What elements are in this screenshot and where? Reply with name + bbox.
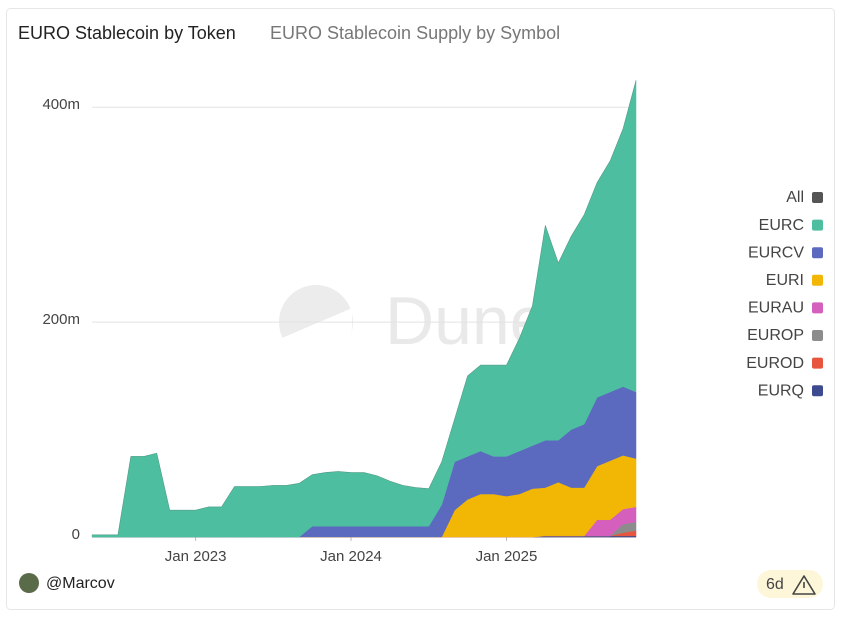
legend-swatch	[812, 247, 823, 259]
age: 6d	[766, 576, 784, 593]
x-tick-label: Jan 2023	[165, 548, 227, 565]
y-tick-label: 0	[72, 526, 80, 543]
legend-swatch	[812, 219, 823, 231]
avatar	[19, 573, 39, 593]
legend-label: EURI	[766, 272, 804, 289]
legend-label: EUROP	[747, 327, 804, 344]
legend-label: EURC	[759, 217, 804, 234]
legend-swatch	[812, 302, 823, 314]
chart-title: EURO Stablecoin by Token	[18, 23, 236, 43]
y-tick-label: 400m	[42, 96, 80, 113]
warning-icon	[792, 575, 816, 595]
y-tick-label: 200m	[42, 311, 80, 328]
chart-subtitle: EURO Stablecoin Supply by Symbol	[270, 23, 560, 43]
area	[91, 80, 637, 538]
legend-swatch	[812, 274, 823, 286]
legend-swatch	[812, 192, 823, 203]
legend-swatch	[812, 385, 823, 397]
author[interactable]: @Marcov	[46, 575, 115, 592]
x-tick-label: Jan 2025	[476, 548, 538, 565]
age-badge	[757, 570, 823, 598]
legend-swatch	[812, 357, 823, 369]
legend-label: EUROD	[746, 355, 804, 372]
legend-label: All	[786, 189, 804, 206]
line	[92, 80, 637, 536]
legend-label: EURCV	[748, 244, 804, 261]
legend-swatch	[812, 330, 823, 341]
legend-label: EURQ	[758, 382, 804, 399]
legend-label: EURAU	[748, 300, 804, 317]
x-tick-label: Jan 2024	[320, 548, 382, 565]
